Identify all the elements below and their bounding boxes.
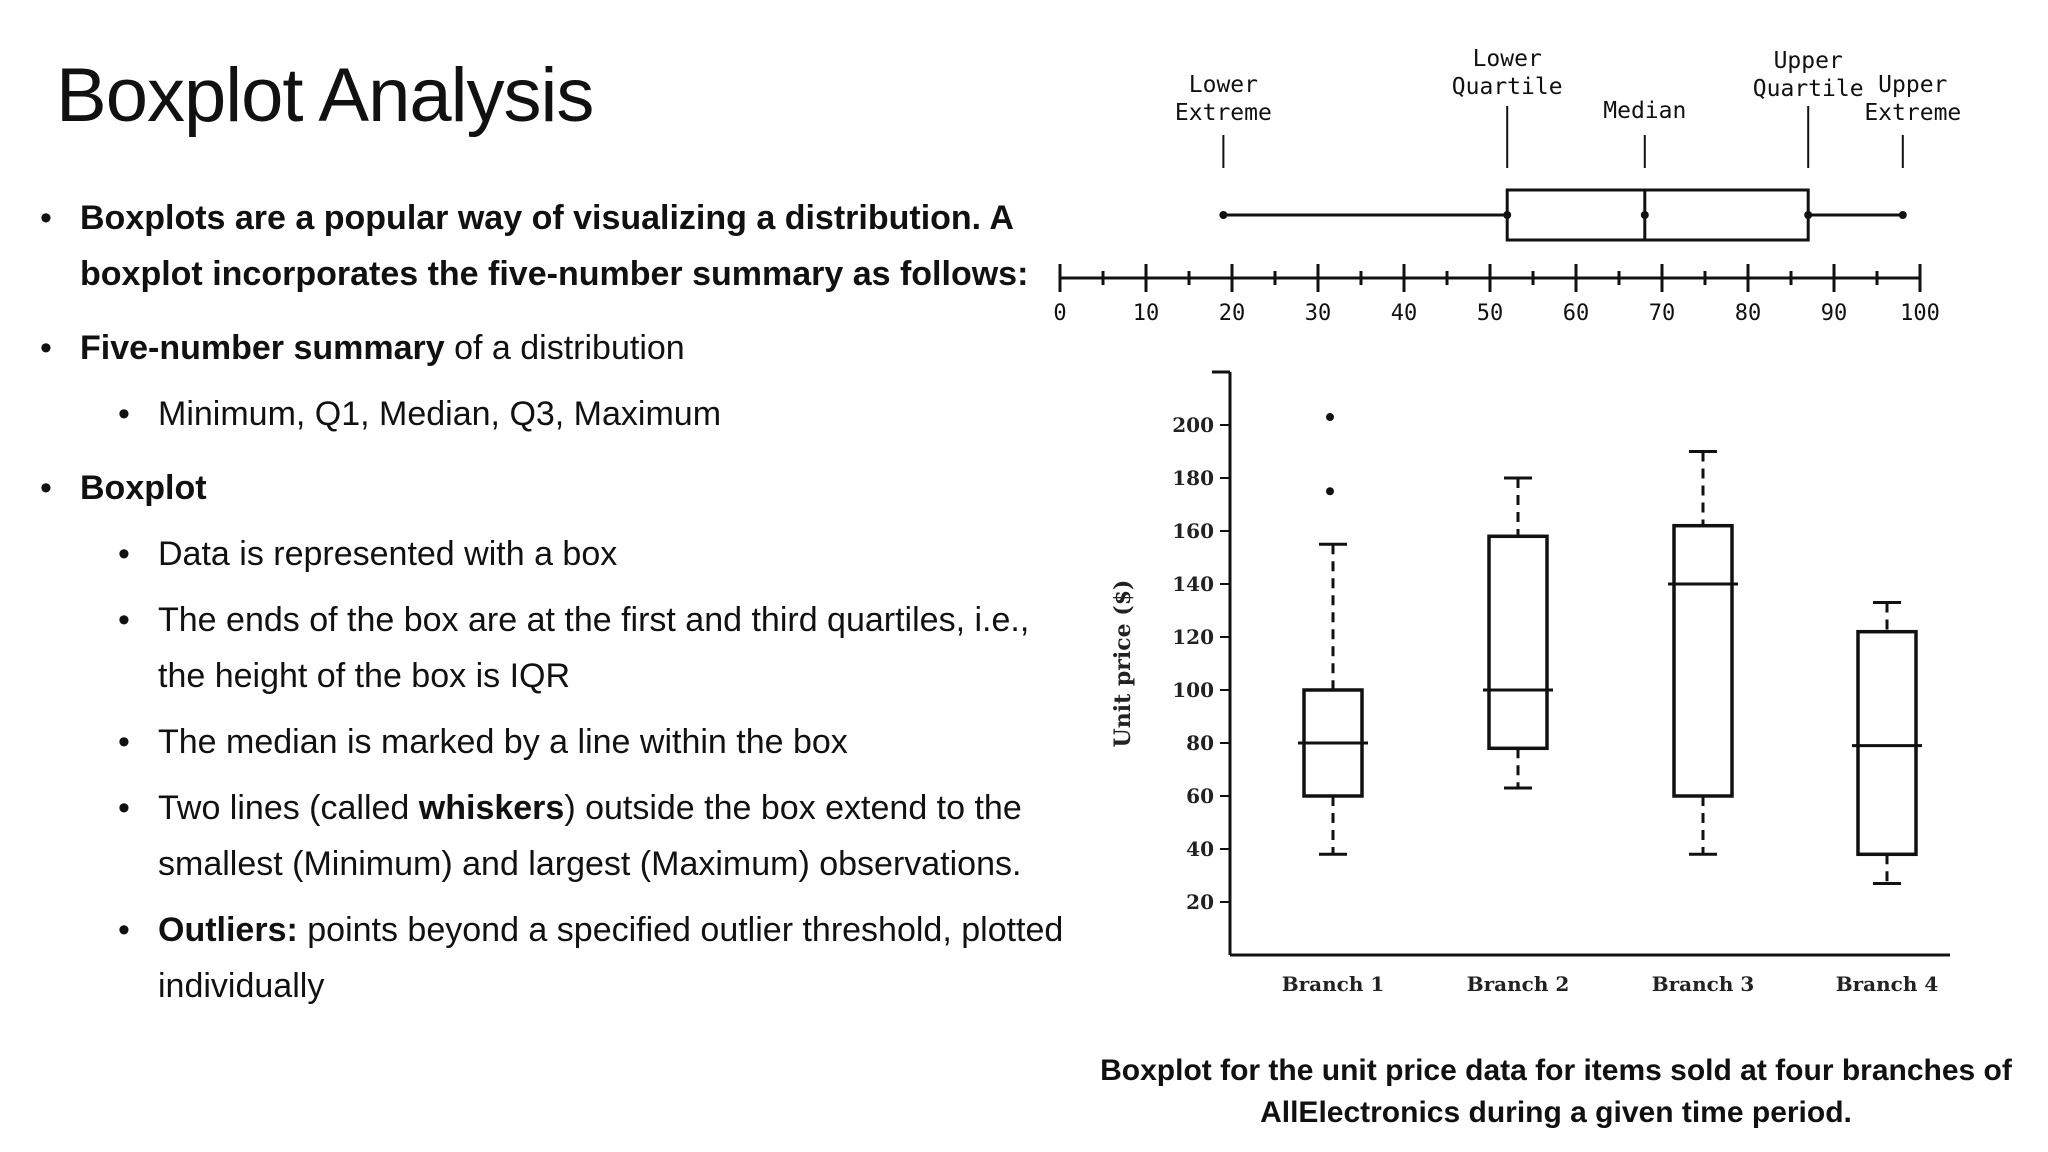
sub-bullet-bold-text: Outliers: [158,911,298,949]
outlier-point [1326,413,1334,422]
axis-tick-label: 70 [1649,301,1676,326]
y-tick-label: 80 [1186,731,1214,755]
axis-tick-label: 30 [1305,301,1332,326]
bullet-boxplot: Boxplot [40,460,1080,516]
y-tick-label: 140 [1172,572,1214,596]
sub-bullet-median: The median is marked by a line within th… [118,714,1080,770]
y-tick-label: 40 [1186,837,1214,861]
axis-tick-label: 50 [1477,301,1504,326]
upper-extreme-label: Upper [1878,72,1947,98]
y-tick-label: 180 [1172,466,1214,490]
sub-bullet-bold-text: whiskers [418,789,565,827]
y-tick-label: 60 [1186,784,1214,808]
upper-extreme-label: Extreme [1864,100,1961,126]
branch-3-box [1668,450,1738,856]
axis-tick-label: 40 [1391,301,1418,326]
iqr-box [1672,523,1734,798]
axis-tick-label: 20 [1219,301,1246,326]
axis-tick-label: 60 [1563,301,1590,326]
summary-point [1640,211,1649,219]
median-label: Median [1603,98,1686,124]
figure-caption: Boxplot for the unit price data for item… [1100,1054,2012,1129]
sub-bullet-text: Minimum, Q1, Median, Q3, Maximum [158,395,722,433]
sub-bullet-text: Two lines (called [158,789,419,827]
bullet-five-number-summary: Five-number summary of a distribution [40,320,1080,376]
x-category-label: Branch 2 [1467,972,1570,996]
bullet-bold-text: Five-number summary [80,329,445,367]
axis-tick-label: 80 [1735,301,1762,326]
axis-tick-label: 90 [1821,301,1848,326]
sub-bullet-five-number-list: Minimum, Q1, Median, Q3, Maximum [118,386,1080,442]
iqr-box [1487,534,1549,751]
sub-bullet-text: The median is marked by a line within th… [158,723,848,761]
y-axis-label: Unit price ($) [1110,580,1136,748]
bullet-text: Boxplots are a popular way of visualizin… [80,199,1029,293]
summary-point [1503,211,1512,219]
outlier-point [1326,487,1334,496]
lower-quartile-label: Lower [1473,46,1542,72]
horizontal-boxplot-diagram: 0 10 20 30 40 50 60 70 80 90 100LowerExtremeLowerQ… [1053,46,1961,326]
summary-point [1804,211,1813,219]
bullet-list: Boxplots are a popular way of visualizin… [40,190,1080,1024]
branch-1-box [1298,413,1368,856]
sub-bullet-text: points beyond a specified outlier thresh… [158,911,1064,1005]
summary-point [1898,211,1907,219]
bullet-boxplot-intro: Boxplots are a popular way of visualizin… [40,190,1080,302]
slide-title: Boxplot Analysis [56,53,594,138]
axis-tick-label: 10 [1133,301,1160,326]
y-tick-label: 200 [1172,413,1214,437]
upper-quartile-label: Quartile [1753,76,1864,102]
bullet-text: of a distribution [444,329,685,367]
lower-extreme-label: Lower [1189,72,1258,98]
y-tick-label: 120 [1172,625,1214,649]
x-category-label: Branch 3 [1652,972,1755,996]
summary-point [1219,211,1228,219]
branch-boxplot-chart: 20 40 60 80 100 120 140 160 180 200 Unit price ($)… [1110,370,1950,996]
sub-bullet-text: ) outside the box extend to the smallest… [158,789,1022,883]
box [1505,188,1810,242]
branch-2-box [1483,476,1553,790]
upper-quartile-label: Upper [1774,48,1843,74]
y-tick-label: 100 [1172,678,1214,702]
x-category-label: Branch 1 [1282,972,1385,996]
x-category-label: Branch 4 [1836,972,1939,996]
iqr-box [1856,629,1918,857]
y-tick-label: 20 [1186,890,1214,914]
axis-tick-label: 0 [1053,301,1066,326]
sub-bullet-quartiles: The ends of the box are at the first and… [118,592,1080,704]
y-tick-label: 160 [1172,519,1214,543]
sub-bullet-outliers: Outliers: points beyond a specified outl… [118,902,1080,1014]
sub-bullet-whiskers: Two lines (called whiskers) outside the … [118,780,1080,892]
lower-quartile-label: Quartile [1452,74,1563,100]
bullet-bold-text: Boxplot [80,469,207,507]
sub-bullet-box: Data is represented with a box [118,526,1080,582]
sub-bullet-text: Data is represented with a box [158,535,618,573]
branch-4-box [1852,601,1922,885]
sub-bullet-text: The ends of the box are at the first and… [158,601,1030,695]
lower-extreme-label: Extreme [1175,100,1272,126]
axis-tick-label: 100 [1900,301,1940,326]
